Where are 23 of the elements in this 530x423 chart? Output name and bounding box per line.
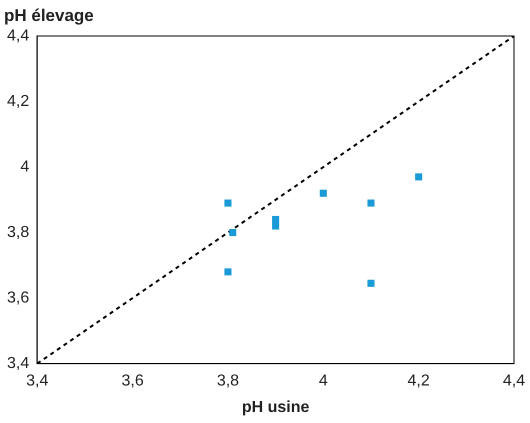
- point: [229, 229, 236, 236]
- point: [320, 190, 327, 197]
- y-tick-label: 4,4: [6, 27, 30, 44]
- y-tick-label: 4: [20, 158, 30, 176]
- y-tick-label: 3,8: [6, 224, 30, 241]
- x-tick-label: 4: [318, 372, 328, 390]
- x-tick-label: 3,4: [26, 372, 48, 390]
- y-tick-label: 3,6: [6, 289, 30, 306]
- point: [272, 216, 280, 223]
- x-tick-label: 3,6: [121, 372, 144, 390]
- x-tick-label: 4,4: [502, 372, 526, 390]
- point: [415, 173, 422, 180]
- x-axis-title: pH usine: [242, 398, 310, 416]
- y-axis-title: pH élevage: [4, 6, 94, 26]
- x-tick-label: 4,2: [408, 372, 430, 390]
- y-tick-label: 4,2: [6, 92, 30, 110]
- point: [224, 268, 232, 276]
- point: [367, 200, 375, 207]
- point: [224, 200, 232, 207]
- point: [272, 222, 280, 230]
- point: [367, 280, 375, 287]
- y-tick-label: 3,4: [6, 355, 30, 372]
- x-tick-label: 3,8: [216, 372, 240, 390]
